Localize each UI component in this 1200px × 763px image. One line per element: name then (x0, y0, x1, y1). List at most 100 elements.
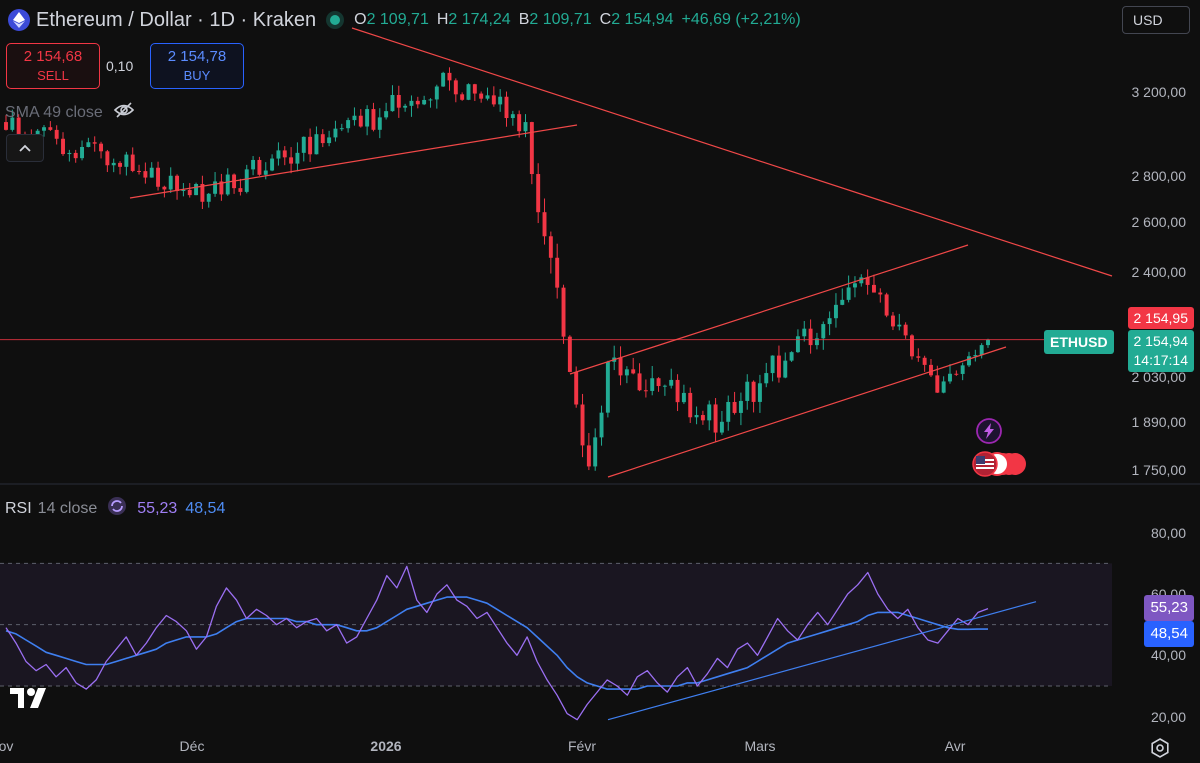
candle-body (118, 162, 123, 167)
candle-body (833, 304, 838, 319)
candle-body (289, 157, 294, 164)
candle-body (333, 128, 338, 138)
rsi-axis-label: 20,00 (1150, 708, 1186, 725)
candle-body (86, 142, 91, 147)
candle-body (523, 122, 528, 132)
chevron-up-icon (19, 139, 31, 157)
currency-selector[interactable]: USD (1122, 6, 1190, 34)
candle-body (162, 186, 167, 190)
candle-body (137, 170, 142, 172)
candle-body (377, 117, 382, 130)
price-axis-label: 1 750,00 (1131, 462, 1187, 478)
symbol-title[interactable]: Ethereum / Dollar · 1D · Kraken (36, 8, 317, 31)
candle-body (574, 371, 579, 405)
candle-body (878, 292, 883, 295)
candle-body (251, 159, 256, 170)
candle-body (814, 338, 819, 346)
ohlc-low: B2 109,71 (518, 11, 592, 28)
candle-body (219, 181, 224, 195)
candle-body (257, 159, 262, 175)
high-price-tag: 2 154,95 (1127, 307, 1194, 329)
time-axis-label: 2026 (370, 738, 402, 754)
channel-lower-line (607, 346, 1007, 478)
candle-body (631, 369, 636, 374)
candle-body (593, 437, 598, 467)
rsi-ma-value: 48,54 (185, 499, 226, 517)
candle-body (314, 134, 319, 155)
rsi-axis-label: 80,00 (1150, 524, 1186, 541)
candle-body (871, 284, 876, 293)
candle-body (67, 152, 72, 155)
price-axis-label: 2 600,00 (1131, 214, 1187, 231)
candle-body (922, 357, 927, 365)
lower-triangle-trendline (129, 124, 578, 199)
sma-label: SMA 49 close (5, 103, 103, 121)
candle-body (358, 115, 363, 127)
candle-body (738, 400, 743, 413)
sell-label: SELL (37, 68, 69, 83)
eye-hidden-icon[interactable] (113, 101, 135, 124)
candle-body (757, 383, 762, 402)
long-downtrend-line (351, 27, 1113, 277)
gear-icon[interactable] (1150, 738, 1170, 763)
candle-body (238, 188, 243, 192)
candle-body (776, 355, 781, 378)
candle-body (504, 96, 509, 119)
price-axis-label: 3 200,00 (1131, 84, 1187, 100)
buy-button[interactable]: 2 154,78 BUY (150, 43, 244, 89)
last-price: 2 154,94 (1133, 333, 1189, 349)
candle-body (960, 365, 965, 374)
candle-body (181, 189, 186, 192)
candle-body (770, 355, 775, 374)
candle-body (795, 336, 800, 353)
candle-body (865, 277, 870, 285)
candle-body (897, 324, 902, 327)
channel-upper-line (569, 244, 969, 375)
rsi-legend[interactable]: RSI 14 close 55,23 48,54 (5, 496, 225, 521)
candle-body (542, 212, 547, 237)
candle-body (846, 287, 851, 300)
collapse-legend-button[interactable] (6, 134, 44, 162)
rsi-value-tag: 55,23 (1144, 595, 1194, 621)
rsi-line (5, 565, 989, 721)
candle-body (910, 335, 914, 357)
candle-body (808, 328, 813, 346)
candle-body (605, 361, 610, 413)
candle-body (371, 109, 376, 130)
candle-body (852, 283, 857, 288)
candle-body (941, 381, 946, 393)
candle-body (54, 129, 59, 139)
candle-body (301, 136, 306, 153)
candle-body (548, 236, 553, 258)
candle-body (460, 94, 465, 100)
candle-body (384, 111, 389, 118)
candle-body (409, 100, 414, 106)
sell-button[interactable]: 2 154,68 SELL (6, 43, 100, 89)
candle-body (187, 189, 192, 196)
time-axis-label: Déc (179, 738, 205, 754)
candle-body (884, 294, 889, 316)
candle-body (403, 105, 408, 108)
candle-body (124, 154, 129, 167)
candle-body (637, 373, 642, 391)
candle-body (320, 134, 325, 144)
us-flag-event-icon[interactable] (972, 451, 1030, 482)
time-axis-label: ov (0, 738, 14, 754)
rsi-ma-value-tag: 48,54 (1144, 621, 1194, 647)
candle-body (916, 356, 921, 358)
candle-body (48, 127, 53, 130)
candle-body (200, 183, 205, 202)
tradingview-logo-icon[interactable] (10, 686, 50, 715)
rsi-params: 14 close (37, 499, 98, 517)
candle-body (935, 375, 940, 393)
price-change: +46,69 (+2,21%) (681, 11, 801, 28)
candle-body (346, 120, 351, 129)
sma-legend[interactable]: SMA 49 close (5, 101, 135, 124)
lightning-event-icon[interactable] (976, 418, 1002, 449)
candle-body (700, 415, 705, 421)
candle-body (567, 336, 572, 372)
candle-body (967, 356, 971, 366)
candle-body (789, 352, 794, 361)
candle-body (441, 72, 446, 87)
